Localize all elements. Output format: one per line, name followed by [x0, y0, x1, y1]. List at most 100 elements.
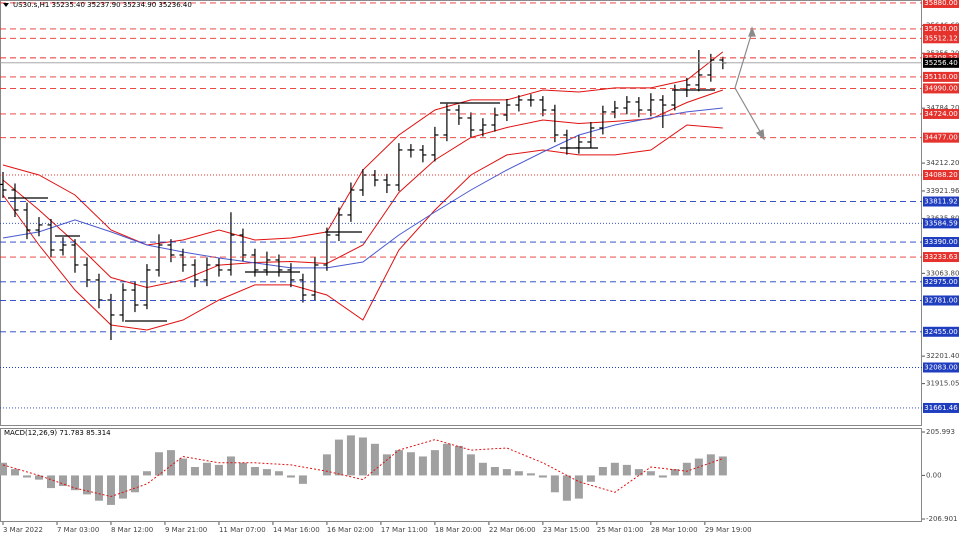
- histogram-bar: [178, 458, 187, 476]
- arrow-up: [734, 31, 753, 89]
- histogram-bar: [562, 475, 571, 501]
- histogram-bar: [0, 462, 7, 476]
- histogram-bar: [502, 469, 511, 476]
- x-tick-label: 8 Mar 12:00: [111, 526, 153, 534]
- y-tick-label: 33063.80: [926, 269, 959, 277]
- histogram-bar: [538, 475, 547, 478]
- projection-arrows: [734, 26, 765, 141]
- histogram-bar: [478, 462, 487, 476]
- level-label: 33390.00: [924, 238, 957, 246]
- histogram-bar: [334, 439, 343, 476]
- level-label: 32975.00: [924, 278, 957, 286]
- level-label-box: [923, 237, 959, 248]
- arrow-head: [755, 129, 765, 141]
- histogram-bar: [214, 464, 223, 476]
- level-label: 32781.00: [924, 296, 957, 304]
- histogram-bar: [94, 475, 103, 501]
- macd-title: MACD(12,26,9) 71.783 85.314: [4, 429, 111, 437]
- histogram-bar: [514, 471, 523, 476]
- level-label: 35110.00: [924, 73, 957, 81]
- histogram-bar: [286, 475, 295, 478]
- level-label-box: [923, 33, 959, 44]
- y-tick-label: 205.993: [926, 428, 955, 436]
- y-tick-label: 31915.05: [926, 380, 959, 388]
- histogram-bar: [718, 456, 727, 476]
- histogram-bar: [298, 475, 307, 484]
- level-label: 35610.00: [924, 25, 957, 33]
- level-label: 33811.92: [924, 198, 957, 206]
- y-tick-label: 34212.20: [926, 159, 959, 167]
- x-tick-label: 7 Mar 03:00: [57, 526, 99, 534]
- histogram-bar: [130, 475, 139, 493]
- histogram-bar: [574, 475, 583, 499]
- annotations: [8, 89, 715, 322]
- y-tick-label: -206.901: [926, 515, 957, 523]
- histogram-bar: [106, 475, 115, 505]
- level-label: 31661.46: [924, 404, 958, 412]
- x-tick-label: 29 Mar 19:00: [705, 526, 752, 534]
- histogram-bar: [82, 475, 91, 495]
- level-label-box: [923, 402, 959, 413]
- level-label-box: [923, 295, 959, 306]
- level-label: 33584.59: [924, 219, 957, 227]
- histogram-bar: [418, 456, 427, 476]
- histogram-bar: [250, 466, 259, 476]
- level-label-box: [923, 57, 959, 68]
- histogram-bar: [706, 454, 715, 476]
- y-tick-label: 32201.40: [926, 352, 959, 360]
- level-label: 34088.20: [924, 171, 957, 179]
- x-tick-label: 16 Mar 02:00: [327, 526, 374, 534]
- histogram-bar: [454, 445, 463, 476]
- level-label: 32083.00: [924, 363, 957, 371]
- level-label-box: [923, 276, 959, 287]
- symbol-icon: [3, 3, 9, 7]
- histogram-bar: [646, 471, 655, 476]
- level-label-box: [923, 169, 959, 180]
- level-label-box: [923, 252, 959, 263]
- histogram-bar: [382, 454, 391, 476]
- level-label: 35880.00: [924, 0, 957, 7]
- level-label: 35512.12: [924, 34, 957, 42]
- signal-line: [2, 439, 723, 498]
- x-tick-label: 18 Mar 20:00: [435, 526, 482, 534]
- histogram-bar: [622, 464, 631, 476]
- histogram-bar: [166, 450, 175, 476]
- histogram-bar: [586, 475, 595, 482]
- price-panel: [0, 0, 922, 426]
- histogram-bar: [22, 475, 31, 478]
- histogram-bar: [658, 475, 667, 478]
- histogram-bar: [466, 454, 475, 476]
- histogram-bar: [346, 435, 355, 476]
- x-tick-label: 3 Mar 2022: [3, 526, 43, 534]
- x-tick-label: 11 Mar 07:00: [219, 526, 266, 534]
- level-label-box: [923, 362, 959, 373]
- histogram-bar: [262, 469, 271, 476]
- level-label: 35256.40: [924, 59, 957, 67]
- level-label-box: [923, 23, 959, 34]
- x-tick-label: 28 Mar 10:00: [651, 526, 698, 534]
- y-tick-label: 0.00: [926, 471, 942, 479]
- histogram-bar: [202, 462, 211, 476]
- histogram-bar: [226, 456, 235, 476]
- histogram-bar: [550, 475, 559, 493]
- level-label: 33233.63: [924, 253, 957, 261]
- level-label-box: [923, 0, 959, 8]
- histogram-bar: [358, 437, 367, 476]
- level-label-box: [923, 326, 959, 337]
- histogram-bar: [154, 452, 163, 476]
- level-label: 34990.00: [924, 84, 957, 92]
- histogram-bar: [610, 462, 619, 476]
- indicator-line: [2, 124, 723, 331]
- histogram-bar: [394, 450, 403, 476]
- y-tick-label: 33921.96: [926, 187, 959, 195]
- histogram-bar: [34, 475, 43, 480]
- histogram-bar: [58, 475, 67, 486]
- histogram-bar: [370, 443, 379, 476]
- level-label-box: [923, 71, 959, 82]
- histogram-bar: [670, 469, 679, 476]
- level-label-box: [923, 196, 959, 207]
- histogram-bar: [406, 452, 415, 476]
